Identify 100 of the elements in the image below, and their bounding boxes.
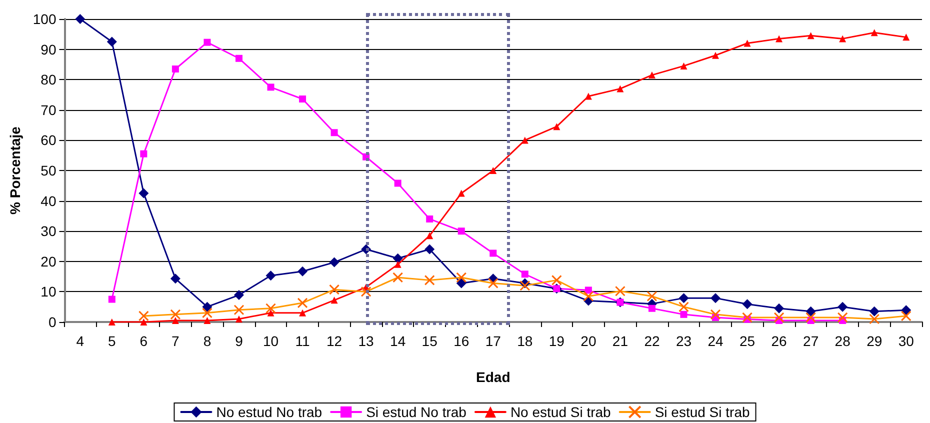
point	[106, 36, 117, 47]
x-tick-label: 9	[235, 333, 244, 349]
point	[140, 318, 148, 326]
point	[202, 302, 212, 312]
point	[490, 250, 497, 257]
point	[75, 14, 86, 24]
point	[138, 188, 149, 198]
point	[329, 257, 340, 268]
x-tick-label: 22	[644, 333, 660, 349]
y-tick-label: 90	[40, 41, 56, 58]
x-tick-label: 8	[203, 333, 212, 349]
point	[204, 316, 211, 324]
point	[140, 150, 148, 158]
y-tick-label: 70	[40, 102, 56, 118]
x-tick-label: 17	[485, 333, 502, 349]
point	[806, 306, 816, 316]
point	[744, 40, 751, 47]
point	[330, 129, 338, 136]
point	[584, 286, 592, 294]
legend-label: No estud Si trab	[510, 404, 612, 420]
y-tick-label: 50	[40, 162, 56, 178]
point	[901, 305, 912, 316]
point	[458, 190, 465, 197]
x-tick-label: 24	[708, 333, 724, 349]
point	[710, 293, 721, 304]
x-tick-label: 18	[517, 333, 533, 349]
point	[204, 38, 211, 46]
point	[616, 85, 624, 92]
point	[172, 65, 179, 72]
point	[424, 244, 435, 254]
x-tick-label: 14	[390, 333, 406, 349]
x-tick-label: 13	[358, 333, 374, 349]
point	[170, 274, 180, 284]
y-tick-label: 0	[48, 314, 56, 330]
point	[648, 304, 656, 312]
y-tick-label: 60	[40, 132, 56, 148]
point	[678, 293, 689, 304]
y-tick-label: 40	[40, 192, 56, 209]
x-tick-label: 5	[108, 333, 116, 349]
point	[394, 180, 402, 187]
point	[298, 266, 308, 276]
point	[426, 215, 434, 222]
point	[267, 309, 274, 316]
point	[870, 29, 878, 36]
x-tick-label: 6	[140, 333, 148, 349]
point	[553, 123, 560, 130]
point	[838, 302, 848, 312]
y-axis-title: % Porcentaje	[7, 126, 23, 214]
x-tick-label: 7	[172, 333, 180, 349]
point	[774, 303, 784, 314]
x-tick-label: 30	[898, 333, 914, 349]
point	[458, 228, 465, 235]
legend-label: Si estud No trab	[366, 404, 467, 420]
point	[680, 310, 688, 318]
point	[172, 316, 179, 324]
point	[299, 95, 306, 102]
y-tick-label: 30	[40, 223, 56, 240]
legend-label: No estud No trab	[216, 404, 322, 420]
x-tick-label: 19	[548, 333, 565, 349]
point	[869, 306, 880, 316]
x-tick-label: 23	[676, 333, 692, 349]
point	[299, 309, 306, 316]
point	[521, 136, 528, 144]
x-tick-label: 4	[76, 333, 84, 349]
x-tick-label: 25	[739, 333, 756, 349]
point	[235, 54, 242, 62]
x-tick-label: 12	[326, 333, 342, 349]
point	[902, 34, 910, 41]
x-tick-label: 27	[803, 333, 819, 349]
point	[648, 72, 656, 79]
legend-label: Si estud Si trab	[654, 404, 750, 420]
y-tick-label: 20	[40, 253, 56, 270]
point	[456, 278, 466, 288]
x-tick-label: 29	[866, 333, 882, 349]
x-tick-label: 10	[262, 333, 279, 349]
point	[426, 232, 434, 240]
point	[267, 84, 274, 91]
point	[584, 92, 592, 100]
point	[108, 296, 116, 303]
point	[521, 270, 528, 278]
point	[330, 296, 338, 304]
x-axis-title: Edad	[476, 369, 510, 385]
point	[394, 260, 402, 268]
x-tick-label: 28	[834, 333, 851, 349]
point	[266, 270, 276, 281]
x-tick-label: 21	[612, 333, 628, 349]
point	[490, 167, 497, 174]
x-tick-label: 11	[295, 333, 310, 349]
point	[776, 35, 783, 42]
point	[839, 35, 846, 42]
y-tick-label: 80	[40, 72, 56, 88]
point	[392, 253, 403, 264]
point	[234, 290, 244, 300]
point	[712, 52, 720, 59]
x-tick-label: 20	[580, 333, 596, 349]
x-tick-label: 15	[422, 333, 438, 349]
x-tick-label: 26	[771, 333, 788, 349]
x-tick-label: 16	[454, 333, 470, 349]
y-tick-label: 10	[40, 284, 56, 300]
point	[108, 318, 116, 326]
